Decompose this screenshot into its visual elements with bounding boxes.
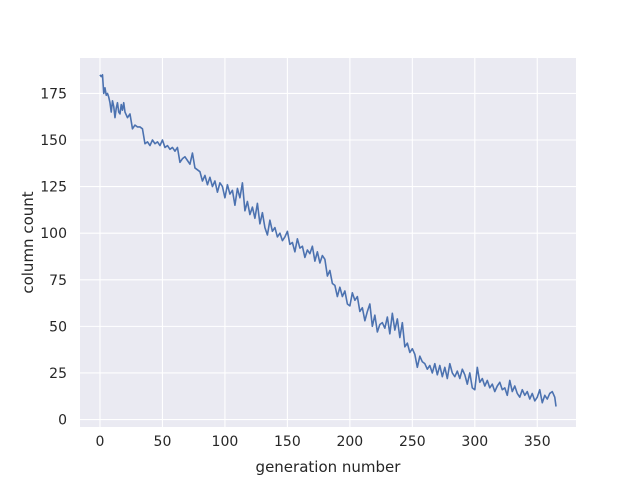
x-tick-label: 200: [336, 434, 363, 450]
x-tick-label: 0: [96, 434, 105, 450]
y-tick-label: 150: [40, 133, 67, 149]
x-tick-label: 250: [399, 434, 426, 450]
x-tick-label: 300: [461, 434, 488, 450]
plot-area: [80, 58, 576, 427]
x-tick-label: 50: [154, 434, 172, 450]
y-tick-label: 0: [58, 413, 67, 429]
y-tick-label: 100: [40, 226, 67, 242]
tick-labels: 0 50 100 150 200 250 300 350 0 25 50 75 100 125 150 175: [40, 86, 550, 450]
y-tick-label: 75: [49, 273, 67, 289]
x-tick-label: 100: [212, 434, 239, 450]
x-tick-label: 350: [524, 434, 551, 450]
y-axis-label: column count: [19, 191, 37, 293]
grid: [80, 58, 576, 427]
y-tick-label: 50: [49, 319, 67, 335]
x-axis-label: generation number: [256, 458, 402, 476]
y-tick-label: 25: [49, 366, 67, 382]
y-tick-label: 175: [40, 86, 67, 102]
y-tick-label: 125: [40, 180, 67, 196]
series-line: [99, 73, 557, 407]
x-tick-label: 150: [274, 434, 301, 450]
